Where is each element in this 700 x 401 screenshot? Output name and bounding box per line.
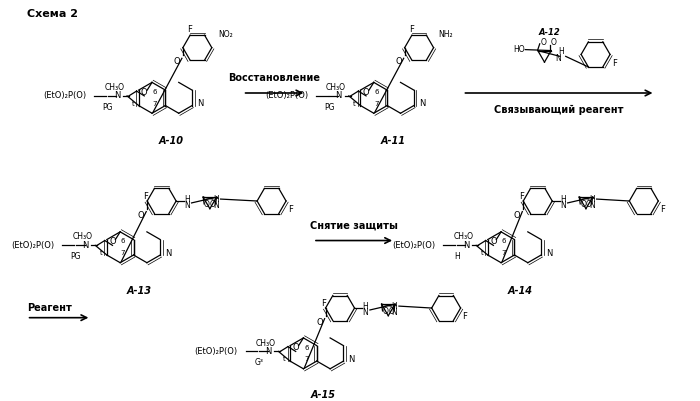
Text: A-13: A-13 (127, 286, 152, 296)
Text: t: t (480, 250, 483, 256)
Text: F: F (321, 299, 326, 308)
Text: A-12: A-12 (538, 28, 560, 37)
Text: PG: PG (324, 103, 335, 111)
Text: Снятие защиты: Снятие защиты (309, 221, 398, 231)
Text: N: N (349, 354, 355, 364)
Text: O: O (490, 237, 497, 246)
Text: CH₃O: CH₃O (256, 338, 276, 348)
Text: (EtO)₂P(O): (EtO)₂P(O) (195, 347, 238, 356)
Text: 6: 6 (121, 239, 125, 245)
Text: O: O (174, 57, 180, 66)
Text: O: O (204, 200, 210, 209)
Text: O: O (109, 237, 116, 246)
Text: N: N (335, 91, 342, 100)
Text: NH₂: NH₂ (438, 30, 453, 38)
Text: 7: 7 (502, 250, 506, 256)
Text: PG: PG (71, 252, 81, 261)
Text: O: O (363, 87, 370, 97)
Text: N: N (546, 249, 552, 257)
Text: N: N (213, 201, 218, 210)
Text: (EtO)₂P(O): (EtO)₂P(O) (265, 91, 308, 100)
Text: H: H (184, 194, 190, 204)
Text: O: O (141, 87, 148, 97)
Text: t: t (353, 101, 356, 107)
Text: F: F (612, 59, 617, 68)
Text: N: N (362, 308, 368, 317)
Text: H: H (560, 194, 566, 204)
Text: PG: PG (102, 103, 113, 111)
Text: H: H (454, 252, 460, 261)
Text: N: N (184, 201, 190, 210)
Text: HO: HO (514, 45, 525, 54)
Text: 7: 7 (374, 101, 379, 107)
Text: Восстановление: Восстановление (228, 73, 321, 83)
Text: 6: 6 (304, 344, 309, 350)
Text: CH₃O: CH₃O (72, 233, 92, 241)
Text: t: t (283, 356, 286, 362)
Text: CH₃O: CH₃O (326, 83, 346, 92)
Text: O: O (395, 57, 402, 66)
Text: A-15: A-15 (310, 390, 335, 400)
Text: (EtO)₂P(O): (EtO)₂P(O) (43, 91, 86, 100)
Text: O: O (580, 200, 586, 209)
Text: N: N (114, 91, 120, 100)
Text: F: F (463, 312, 468, 321)
Text: N: N (419, 99, 425, 108)
Text: N: N (463, 241, 469, 250)
Text: A-10: A-10 (159, 136, 184, 146)
Text: F: F (409, 25, 414, 34)
Text: O: O (138, 211, 144, 220)
Text: 6: 6 (502, 239, 506, 245)
Text: N: N (589, 201, 595, 210)
Text: H: H (558, 47, 564, 56)
Text: O: O (293, 343, 299, 352)
Text: F: F (143, 192, 148, 200)
Text: H: H (391, 302, 397, 311)
Text: N: N (560, 201, 566, 210)
Text: 7: 7 (153, 101, 158, 107)
Text: F: F (288, 205, 293, 214)
Text: CH₃O: CH₃O (104, 83, 124, 92)
Text: Связывающий реагент: Связывающий реагент (494, 105, 624, 115)
Text: O: O (540, 38, 547, 47)
Text: O: O (586, 200, 592, 209)
Text: H: H (589, 194, 595, 204)
Text: O: O (210, 200, 216, 209)
Text: O: O (389, 308, 394, 316)
Text: O: O (551, 38, 557, 47)
Text: O: O (382, 308, 389, 316)
Text: CH₃O: CH₃O (454, 233, 473, 241)
Text: F: F (519, 192, 524, 200)
Text: O: O (514, 211, 520, 220)
Text: N: N (555, 54, 561, 63)
Text: (EtO)₂P(O): (EtO)₂P(O) (11, 241, 55, 250)
Text: H: H (213, 194, 218, 204)
Text: NO₂: NO₂ (218, 30, 233, 38)
Text: A-14: A-14 (508, 286, 533, 296)
Text: 6: 6 (153, 89, 158, 95)
Text: N: N (265, 347, 272, 356)
Text: O: O (316, 318, 323, 327)
Text: Схема 2: Схема 2 (27, 9, 78, 19)
Text: (EtO)₂P(O): (EtO)₂P(O) (393, 241, 435, 250)
Text: Реагент: Реагент (27, 303, 71, 313)
Text: N: N (391, 308, 397, 317)
Text: t: t (99, 250, 102, 256)
Text: N: N (165, 249, 172, 257)
Text: 6: 6 (374, 89, 379, 95)
Text: N: N (197, 99, 204, 108)
Text: F: F (660, 205, 665, 214)
Text: t: t (132, 101, 134, 107)
Text: F: F (187, 25, 192, 34)
Text: N: N (82, 241, 88, 250)
Text: 7: 7 (121, 250, 125, 256)
Text: 7: 7 (304, 356, 309, 362)
Text: G³: G³ (255, 358, 263, 367)
Text: H: H (362, 302, 368, 311)
Text: A-11: A-11 (381, 136, 405, 146)
